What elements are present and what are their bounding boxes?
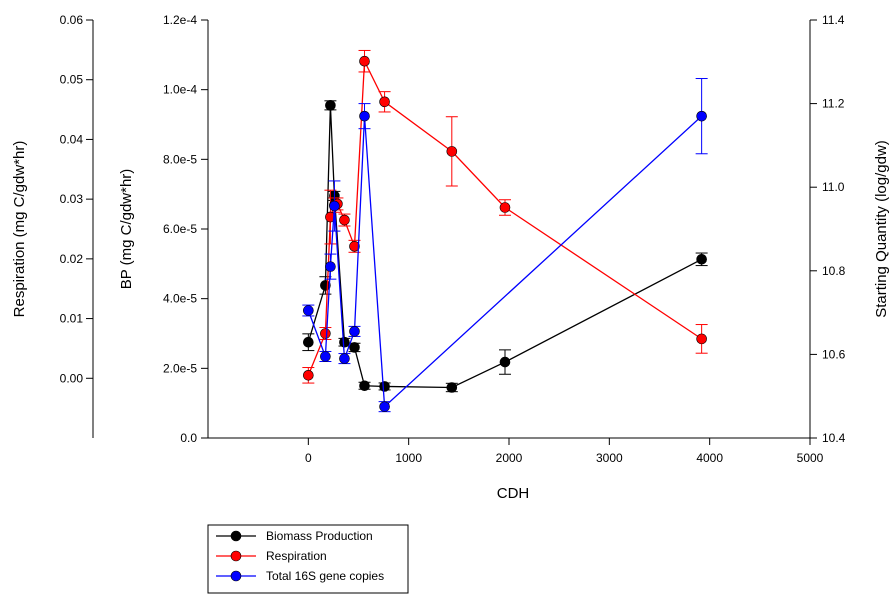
data-point [359,55,370,67]
legend-marker [230,550,242,562]
respiration-tick-label: 0.06 [60,13,84,27]
legend-label: Respiration [266,549,327,563]
bp-tick-label: 1.0e-4 [163,83,197,97]
series-total-16s-gene-copies [302,78,708,413]
legend-label: Biomass Production [266,529,373,543]
bp-tick-label: 8.0e-5 [163,152,197,166]
data-point [379,96,390,108]
data-point [696,333,707,345]
data-point [349,241,360,252]
data-point [379,401,390,412]
sq-tick-label: 10.4 [822,431,846,445]
data-point [359,110,370,122]
legend: Biomass Production Respiration Total 16S g… [207,524,409,594]
data-point [325,100,336,111]
bp-axis-title: BP (mg C/gdw*hr) [118,169,135,290]
x-tick-label: 0 [305,451,312,465]
legend-marker [230,570,242,582]
sq-tick-label: 11.0 [822,180,845,194]
data-point [379,381,390,392]
data-point [329,200,340,212]
respiration-axis-title: Respiration (mg C/gdw*hr) [11,141,28,318]
respiration-tick-label: 0.00 [60,371,84,385]
sq-tick-label: 10.8 [822,264,846,278]
data-point [339,353,350,364]
data-point [696,110,707,122]
x-tick-label: 5000 [797,451,824,465]
bp-tick-label: 0.0 [180,431,197,445]
legend-label: Total 16S gene copies [266,569,384,583]
data-point [303,305,314,316]
x-axis-title: CDH [497,485,530,502]
respiration-tick-label: 0.03 [60,192,84,206]
x-tick-label: 2000 [496,451,523,465]
bp-tick-label: 2.0e-5 [163,361,197,375]
data-point [349,326,360,337]
sq-tick-label: 11.2 [822,97,845,111]
data-point [320,351,331,362]
respiration-tick-label: 0.02 [60,252,84,266]
axes-layer: 0.0 2.0e-5 4.0e-5 6.0e-5 8.0e-5 1.0e-4 1.2e-4 B… [11,13,890,502]
data-point [339,214,350,226]
sq-tick-label: 11.4 [822,13,845,27]
series-layer [302,49,708,413]
sq-axis-title: Starting Quantity (log/gdw) [873,140,890,318]
x-tick-label: 1000 [395,451,422,465]
series-line [307,58,703,376]
data-point [446,146,458,157]
data-point [325,261,336,272]
x-tick-label: 4000 [696,451,723,465]
legend-marker [230,530,242,542]
data-point [303,336,314,348]
respiration-tick-label: 0.04 [60,132,84,146]
data-point [339,336,350,348]
series-respiration [302,49,708,384]
bp-tick-label: 6.0e-5 [163,222,197,236]
bp-tick-label: 1.2e-4 [163,13,197,27]
data-point [696,254,707,265]
data-point [446,382,458,393]
data-point [499,202,511,213]
sq-tick-label: 10.6 [822,347,846,361]
x-tick-label: 3000 [596,451,623,465]
data-point [320,328,331,339]
data-point [359,380,370,392]
data-point [349,342,360,353]
respiration-tick-label: 0.01 [60,312,84,326]
bp-tick-label: 4.0e-5 [163,292,197,306]
respiration-tick-label: 0.05 [60,73,84,87]
data-point [303,369,314,381]
data-point [499,356,511,368]
